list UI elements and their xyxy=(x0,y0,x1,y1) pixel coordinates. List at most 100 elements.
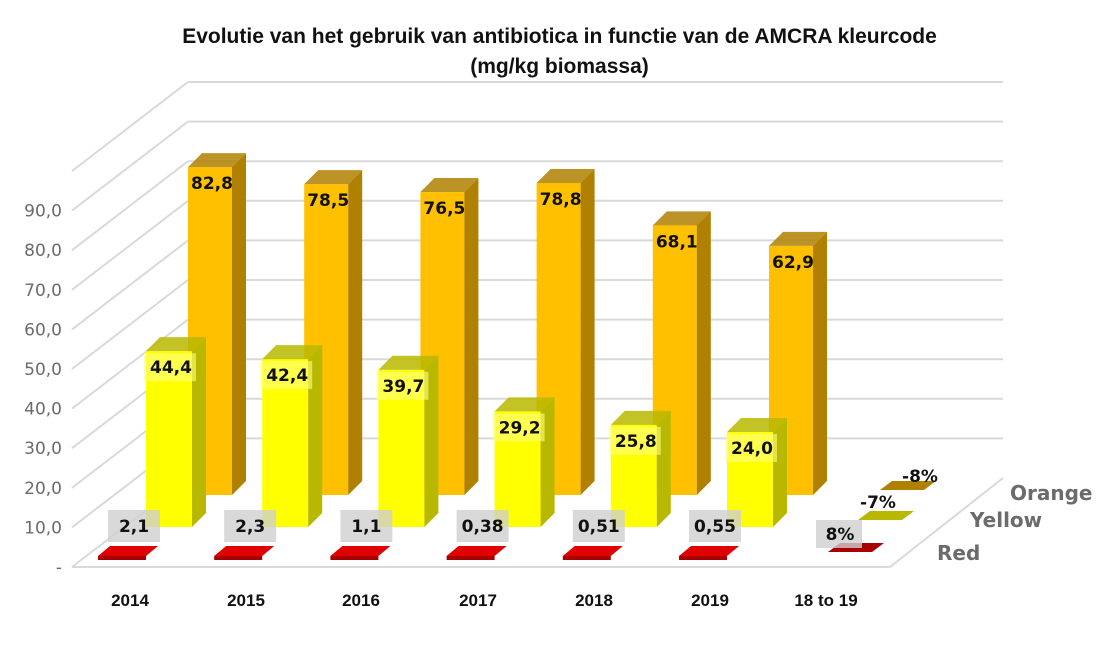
data-label-yellow: 39,7 xyxy=(382,377,424,397)
bar-red xyxy=(679,546,739,556)
gridline-side xyxy=(71,120,189,212)
x-tick-label: 2016 xyxy=(342,591,380,610)
change-slab-yellow xyxy=(858,511,914,520)
bar-orange-top xyxy=(304,170,363,185)
chart-subtitle: (mg/kg biomassa) xyxy=(470,55,649,78)
data-label-orange: 78,8 xyxy=(540,190,582,210)
series-red: 2,1 2,3 1,1 0,38 0,51 0,55 8% xyxy=(98,510,884,560)
y-tick-label: 10,0 xyxy=(24,518,62,538)
gridline-side xyxy=(71,200,189,291)
bar-red-side xyxy=(214,556,263,560)
data-label-orange: 82,8 xyxy=(191,174,233,194)
change-slab-orange xyxy=(880,481,936,490)
y-tick-label: 40,0 xyxy=(24,400,62,420)
data-label-box xyxy=(340,510,393,542)
gridline-side xyxy=(71,318,189,410)
y-tick-label: 80,0 xyxy=(24,241,62,261)
data-label-red: 0,51 xyxy=(578,517,620,537)
bar-orange-side xyxy=(464,178,479,495)
series-yellow: 44,4 42,4 39,7 29,2 25,8 24,0 -7% xyxy=(144,337,914,527)
y-tick-label: 50,0 xyxy=(24,360,62,380)
series-label-yellow: Yellow xyxy=(969,508,1042,532)
data-label-orange: 78,5 xyxy=(307,191,349,211)
data-label-box xyxy=(725,433,777,462)
data-label-box xyxy=(816,520,862,548)
series-label-orange: Orange xyxy=(1010,481,1092,505)
bar-red-side xyxy=(446,556,495,560)
data-label-yellow: 44,4 xyxy=(150,358,192,378)
bar-orange-side xyxy=(696,211,711,495)
x-tick-label: 18 to 19 xyxy=(794,591,857,610)
bar-red xyxy=(330,546,391,556)
x-tick-label: 2014 xyxy=(111,591,149,610)
data-label-box xyxy=(260,361,313,390)
data-label-red: 0,55 xyxy=(694,517,736,537)
data-label-orange: 62,9 xyxy=(772,253,814,273)
gridline-side xyxy=(71,160,189,251)
change-label-red: 8% xyxy=(826,525,855,545)
data-label-box xyxy=(492,413,545,442)
bar-yellow-side xyxy=(192,337,206,527)
data-label-box xyxy=(608,426,661,455)
x-tick-label: 2018 xyxy=(575,591,613,610)
data-label-box xyxy=(572,510,625,542)
bar-yellow-top xyxy=(494,397,555,412)
data-label-orange: 68,1 xyxy=(656,232,698,252)
bar-red xyxy=(98,546,158,556)
chart-title-main: Evolutie van het gebruik van antibiotica… xyxy=(182,25,937,48)
chart-title: Evolutie van het gebruik van antibiotica… xyxy=(0,22,1119,82)
bar-orange-side xyxy=(813,231,827,495)
data-label-yellow: 42,4 xyxy=(266,366,308,386)
y-tick-label: 90,0 xyxy=(24,202,62,222)
floor-right-edge xyxy=(889,477,1004,568)
bar-orange-top xyxy=(188,153,246,168)
data-label-box xyxy=(376,371,429,400)
x-tick-label: 2015 xyxy=(227,591,265,610)
data-label-yellow: 25,8 xyxy=(615,432,657,452)
bar-red-side xyxy=(330,556,379,560)
bar-red-side xyxy=(562,556,611,560)
bar-yellow-top xyxy=(262,345,323,360)
data-label-orange: 76,5 xyxy=(423,199,465,219)
data-label-box xyxy=(456,510,509,542)
bar-orange-side xyxy=(232,153,246,495)
data-label-red: 1,1 xyxy=(351,517,381,537)
bar-orange-side xyxy=(348,170,363,495)
change-label-yellow: -7% xyxy=(860,493,896,513)
bar-yellow-top xyxy=(146,337,206,352)
y-tick-label: - xyxy=(56,558,62,578)
bar-yellow-top xyxy=(378,355,439,370)
y-tick-label: 30,0 xyxy=(24,439,62,459)
bar-red xyxy=(562,546,623,556)
bar-red-side xyxy=(98,556,146,560)
series-label-red: Red xyxy=(937,541,980,565)
bar-red xyxy=(446,546,507,556)
y-tick-label: 60,0 xyxy=(24,320,62,340)
y-axis-ticks: - 10,0 20,0 30,0 40,0 50,0 60,0 70,0 80,0 90,0 xyxy=(24,202,62,578)
x-tick-label: 2017 xyxy=(459,591,497,610)
data-label-red: 2,1 xyxy=(119,517,149,537)
x-tick-label: 2019 xyxy=(691,591,729,610)
data-label-box xyxy=(689,510,741,542)
bar-orange-top xyxy=(420,178,479,193)
change-label-orange: -8% xyxy=(902,467,938,487)
series-axis-labels: Red Yellow Orange xyxy=(937,481,1092,565)
bar-yellow-side xyxy=(308,345,323,527)
data-label-red: 2,3 xyxy=(235,517,265,537)
x-axis-ticks: 2014 2015 2016 2017 2018 2019 18 to 19 xyxy=(111,591,858,610)
data-label-box xyxy=(144,353,196,382)
data-label-yellow: 29,2 xyxy=(499,418,541,438)
bar-yellow-top xyxy=(610,410,671,425)
bar-orange-side xyxy=(580,168,595,495)
bar-orange-top xyxy=(769,231,827,246)
y-tick-label: 20,0 xyxy=(24,479,62,499)
bar-yellow-top xyxy=(727,417,787,432)
gridline-side xyxy=(71,81,189,172)
bar-red xyxy=(214,546,275,556)
bar-orange-top xyxy=(652,211,711,226)
gridline-side xyxy=(71,279,189,370)
y-tick-label: 70,0 xyxy=(24,281,62,301)
data-label-box xyxy=(224,510,277,542)
data-label-box xyxy=(108,510,160,542)
